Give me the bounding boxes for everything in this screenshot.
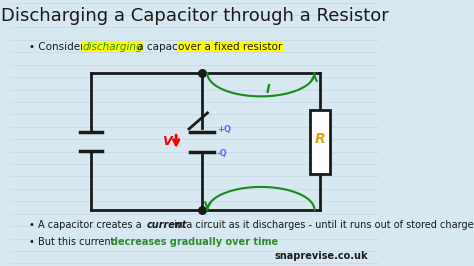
Text: • A capacitor creates a: • A capacitor creates a: [28, 220, 145, 230]
Point: [198, 208, 206, 212]
Text: -Q: -Q: [217, 149, 228, 158]
Text: V: V: [162, 135, 172, 148]
Text: decreases gradually over time: decreases gradually over time: [111, 237, 278, 247]
Bar: [310, 110, 330, 174]
Text: a capacitor: a capacitor: [134, 41, 199, 52]
Text: • Consider: • Consider: [28, 41, 87, 52]
Text: Discharging a Capacitor through a Resistor: Discharging a Capacitor through a Resist…: [0, 7, 388, 25]
Text: +Q: +Q: [217, 125, 231, 134]
Text: current: current: [146, 220, 187, 230]
Text: R: R: [315, 132, 325, 146]
Text: in a circuit as it discharges - until it runs out of stored charge: in a circuit as it discharges - until it…: [171, 220, 473, 230]
Text: • But this current: • But this current: [28, 237, 117, 247]
Point: [198, 71, 206, 75]
Text: snaprevise.co.uk: snaprevise.co.uk: [274, 251, 368, 261]
Text: over a fixed resistor: over a fixed resistor: [178, 41, 283, 52]
Text: discharging: discharging: [83, 41, 144, 52]
Text: I: I: [266, 83, 271, 95]
